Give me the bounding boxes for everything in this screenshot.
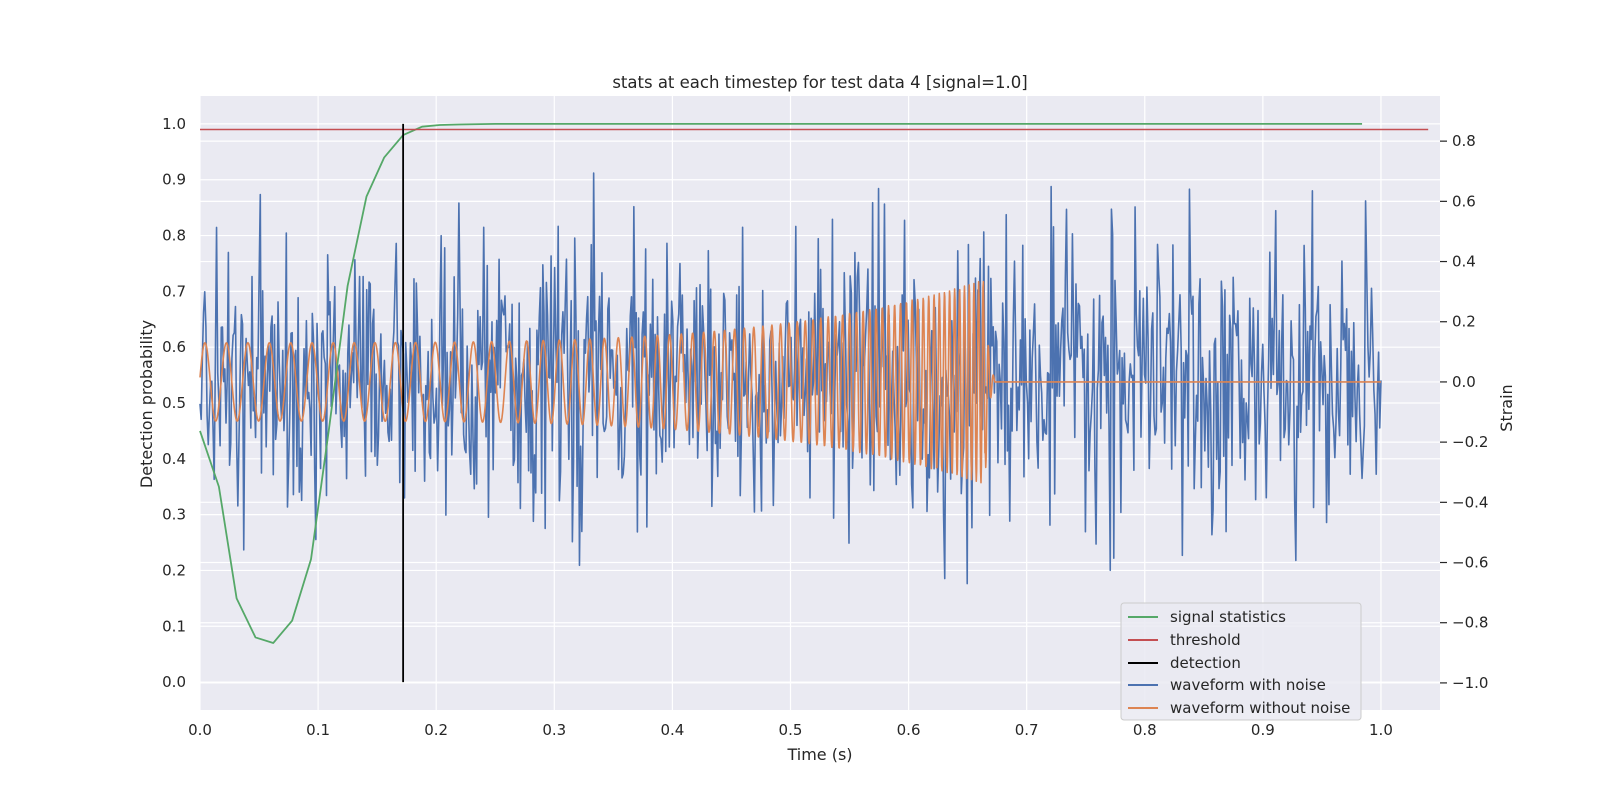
y-tick-label: 0.4	[162, 450, 186, 468]
legend-box	[1120, 602, 1362, 721]
y-tick-label: 0.9	[162, 171, 186, 189]
y2-tick-label: −0.6	[1452, 554, 1488, 572]
x-tick-label: 1.0	[1369, 721, 1393, 739]
y-tick-label: 0.6	[162, 338, 186, 356]
y2-tick-label: −0.2	[1452, 433, 1488, 451]
legend-label-signal-statistics: signal statistics	[1170, 608, 1286, 626]
x-tick-label: 0.9	[1251, 721, 1275, 739]
y-tick-label: 1.0	[162, 115, 186, 133]
y2-axis-ticks: −1.0 −0.8 −0.6 −0.4 −0.2 0.0 0.2 0.4 0.6 0.8	[1440, 132, 1488, 692]
y-tick-label: 0.1	[162, 617, 186, 635]
y2-tick-label: −1.0	[1452, 674, 1488, 692]
y2-axis-label: Strain	[1497, 384, 1516, 431]
y-tick-label: 0.7	[162, 282, 186, 300]
x-tick-label: 0.3	[542, 721, 566, 739]
x-tick-label: 0.7	[1015, 721, 1039, 739]
x-tick-label: 0.5	[779, 721, 803, 739]
y2-tick-label: 0.0	[1452, 373, 1476, 391]
y2-tick-label: −0.4	[1452, 493, 1488, 511]
y-axis-ticks: 0.0 0.1 0.2 0.3 0.4 0.5 0.6 0.7 0.8 0.9 1.0	[162, 115, 186, 691]
legend: signal statistics threshold detection wa…	[1120, 602, 1362, 721]
y2-tick-label: 0.6	[1452, 192, 1476, 210]
y-tick-label: 0.3	[162, 506, 186, 524]
legend-label-waveform-without-noise: waveform without noise	[1170, 699, 1350, 717]
series-waveform-without-noise	[199, 280, 1382, 484]
legend-label-detection: detection	[1170, 654, 1241, 672]
x-tick-label: 0.0	[188, 721, 212, 739]
y-axis-label: Detection probability	[137, 320, 156, 488]
legend-label-waveform-with-noise: waveform with noise	[1170, 676, 1326, 694]
y-tick-label: 0.5	[162, 394, 186, 412]
x-tick-label: 0.4	[660, 721, 684, 739]
x-tick-label: 0.8	[1133, 721, 1157, 739]
x-axis-ticks: 0.0 0.1 0.2 0.3 0.4 0.5 0.6 0.7 0.8 0.9 1.0	[188, 721, 1393, 739]
y-tick-label: 0.8	[162, 227, 186, 245]
y2-tick-label: −0.8	[1452, 614, 1488, 632]
x-tick-label: 0.2	[424, 721, 448, 739]
series-layer	[199, 123, 1429, 683]
y-tick-label: 0.2	[162, 561, 186, 579]
chart-title: stats at each timestep for test data 4 […	[612, 73, 1027, 92]
x-axis-label: Time (s)	[786, 745, 852, 764]
y2-tick-label: 0.4	[1452, 253, 1476, 271]
y2-tick-label: 0.8	[1452, 132, 1476, 150]
x-tick-label: 0.6	[897, 721, 921, 739]
y-tick-label: 0.0	[162, 673, 186, 691]
series-signal-statistics	[199, 123, 1363, 644]
x-tick-label: 0.1	[306, 721, 330, 739]
legend-label-threshold: threshold	[1170, 631, 1241, 649]
y2-tick-label: 0.2	[1452, 313, 1476, 331]
